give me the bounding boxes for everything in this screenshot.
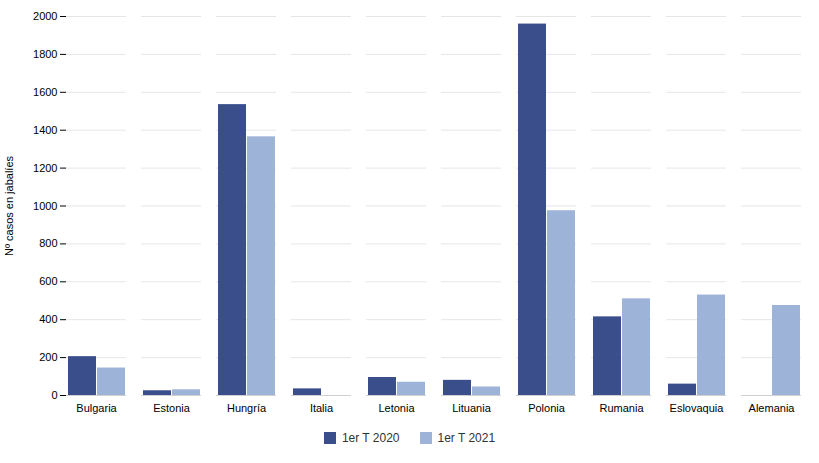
svg-text:1800: 1800	[33, 48, 57, 60]
svg-text:2000: 2000	[33, 10, 57, 22]
svg-text:Bulgaria: Bulgaria	[76, 402, 117, 414]
svg-text:Estonia: Estonia	[153, 402, 191, 414]
svg-text:800: 800	[39, 237, 57, 249]
svg-text:Letonia: Letonia	[378, 402, 415, 414]
svg-text:600: 600	[39, 275, 57, 287]
html-text:1er T 2021: 1er T 2021	[437, 431, 496, 445]
svg-text:1400: 1400	[33, 124, 57, 136]
svg-text:0: 0	[51, 389, 57, 401]
svg-text:1600: 1600	[33, 86, 57, 98]
svg-text:400: 400	[39, 313, 57, 325]
svg-text:Italia: Italia	[310, 402, 334, 414]
svg-text:Alemania: Alemania	[749, 402, 796, 414]
svg-text:Polonia: Polonia	[528, 402, 566, 414]
svg-text:200: 200	[39, 351, 57, 363]
svg-text:Lituania: Lituania	[452, 402, 491, 414]
svg-text:Rumania: Rumania	[599, 402, 644, 414]
svg-text:Hungría: Hungría	[227, 402, 267, 414]
svg-text:1000: 1000	[33, 200, 57, 212]
svg-text:Nº casos en jabalíes: Nº casos en jabalíes	[3, 155, 15, 256]
svg-text:1200: 1200	[33, 162, 57, 174]
html-text:1er T 2020: 1er T 2020	[341, 431, 400, 445]
svg-text:Eslovaquia: Eslovaquia	[670, 402, 725, 414]
